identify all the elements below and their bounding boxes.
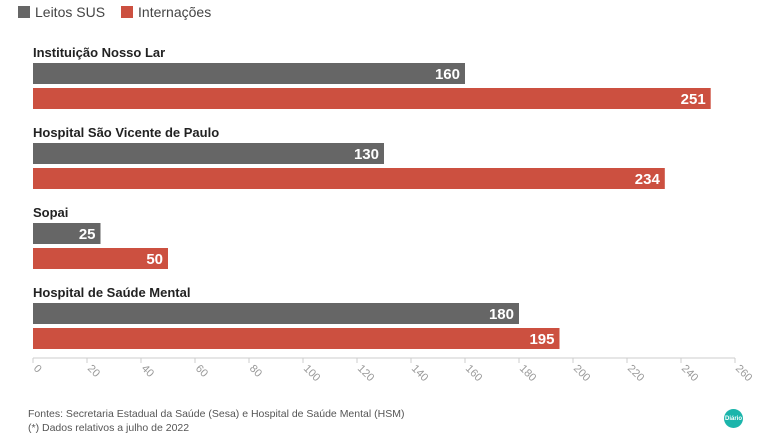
chart-legend: Leitos SUS Internações xyxy=(18,4,211,20)
category-label-hospital-sao-vicente-de-paulo: Hospital São Vicente de Paulo xyxy=(33,125,219,140)
category-label-sopai: Sopai xyxy=(33,205,68,220)
legend-label-internacoes: Internações xyxy=(138,4,212,20)
legend-label-leitos-sus: Leitos SUS xyxy=(35,4,106,20)
value-label-leitos-sus-sopai: 25 xyxy=(79,226,96,243)
value-label-leitos-sus-instituicao-nosso-lar: 160 xyxy=(435,66,460,83)
x-tick-label-20: 20 xyxy=(85,363,102,380)
bar-leitos-sus-hospital-de-saude-mental xyxy=(33,303,519,324)
x-tick-label-200: 200 xyxy=(571,363,592,384)
chart-footer: Fontes: Secretaria Estadual da Saúde (Se… xyxy=(28,407,404,435)
value-label-leitos-sus-hospital-de-saude-mental: 180 xyxy=(489,306,514,323)
bar-leitos-sus-sopai xyxy=(33,223,101,244)
x-tick-label-0: 0 xyxy=(31,363,44,376)
x-tick-label-180: 180 xyxy=(517,363,538,384)
legend-item-leitos-sus: Leitos SUS xyxy=(18,4,105,20)
note-text: (*) Dados relativos a julho de 2022 xyxy=(28,422,190,434)
legend-swatch-internacoes xyxy=(121,6,134,18)
x-tick-label-40: 40 xyxy=(139,363,156,380)
diario-logo: Diário xyxy=(724,409,743,428)
legend-item-internacoes: Internações xyxy=(121,4,211,20)
logo-text: Diário xyxy=(724,415,742,422)
bar-internacoes-hospital-sao-vicente-de-paulo xyxy=(33,168,665,189)
x-tick-label-160: 160 xyxy=(463,363,484,384)
source-text: Fontes: Secretaria Estadual da Saúde (Se… xyxy=(28,408,405,420)
value-label-internacoes-sopai: 50 xyxy=(146,251,163,268)
x-tick-label-140: 140 xyxy=(409,363,430,384)
x-tick-label-120: 120 xyxy=(355,363,376,384)
x-tick-label-100: 100 xyxy=(301,363,322,384)
category-label-instituicao-nosso-lar: Instituição Nosso Lar xyxy=(33,45,165,60)
x-tick-label-80: 80 xyxy=(247,363,264,380)
value-label-leitos-sus-hospital-sao-vicente-de-paulo: 130 xyxy=(354,146,379,163)
legend-swatch-leitos-sus xyxy=(18,6,30,18)
bar-leitos-sus-hospital-sao-vicente-de-paulo xyxy=(33,143,384,164)
bar-internacoes-sopai xyxy=(33,248,168,269)
bar-chart: 0 20 40 60 80 100 120 140 160 180 200 220 240 260 Inst… xyxy=(31,45,754,384)
bar-leitos-sus-instituicao-nosso-lar xyxy=(33,63,465,84)
x-tick-label-60: 60 xyxy=(193,363,210,380)
bar-internacoes-instituicao-nosso-lar xyxy=(33,88,711,109)
category-label-hospital-de-saude-mental: Hospital de Saúde Mental xyxy=(33,285,190,300)
x-tick-label-260: 260 xyxy=(733,363,754,384)
value-label-internacoes-hospital-sao-vicente-de-paulo: 234 xyxy=(635,171,661,188)
value-label-internacoes-hospital-de-saude-mental: 195 xyxy=(529,331,554,348)
value-label-internacoes-instituicao-nosso-lar: 251 xyxy=(681,91,706,108)
bar-internacoes-hospital-de-saude-mental xyxy=(33,328,560,349)
x-tick-label-240: 240 xyxy=(679,363,700,384)
x-tick-label-220: 220 xyxy=(625,363,646,384)
